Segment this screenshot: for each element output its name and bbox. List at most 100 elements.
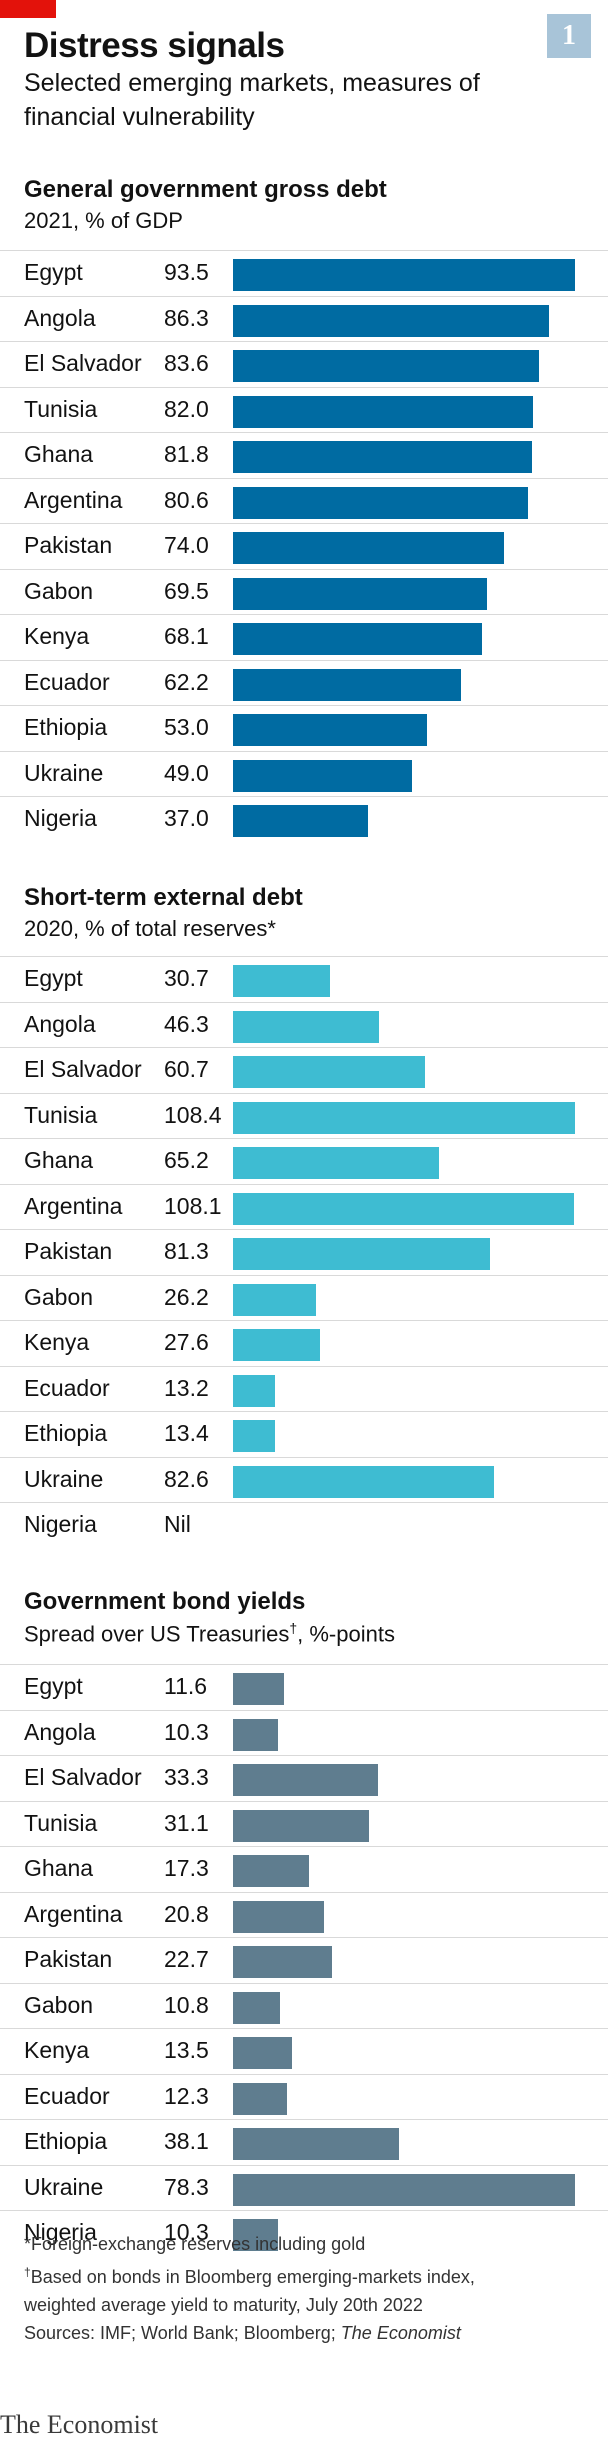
bar bbox=[233, 486, 528, 519]
category-label: Ethiopia bbox=[24, 714, 108, 740]
category-label: Ethiopia bbox=[24, 2128, 108, 2154]
category-label: Ecuador bbox=[24, 2082, 110, 2109]
category-label: Ecuador bbox=[24, 1374, 110, 1401]
category-label: El Salvador bbox=[24, 1764, 142, 1790]
data-label: 108.1 bbox=[164, 1192, 222, 1219]
bar bbox=[233, 532, 504, 564]
short-term-section-subtitle: 2020, % of total reserves* bbox=[24, 916, 276, 941]
bar-row: Kenya 27.6 bbox=[0, 1320, 608, 1361]
bar bbox=[233, 1809, 369, 1842]
category-label: Egypt bbox=[24, 965, 83, 991]
page-subtitle: Selected emerging markets, measures of f… bbox=[24, 69, 480, 131]
category-label: Ecuador bbox=[24, 668, 110, 695]
category-label: Pakistan bbox=[24, 1238, 113, 1264]
category-label: Ghana bbox=[24, 441, 94, 467]
data-label: 65.2 bbox=[164, 1147, 209, 1173]
data-label: 74.0 bbox=[164, 532, 209, 558]
bar-row: Egypt 30.7 bbox=[0, 956, 608, 997]
short-term-section-title: Short-term external debt bbox=[24, 884, 303, 911]
bar-row: Gabon 26.2 bbox=[0, 1274, 608, 1316]
bar bbox=[233, 1010, 380, 1043]
data-label: 78.3 bbox=[164, 2173, 209, 2200]
data-label: 27.6 bbox=[164, 1329, 209, 1355]
bar-row: Ethiopia 13.4 bbox=[0, 1411, 608, 1452]
data-label: 81.8 bbox=[164, 441, 209, 467]
bar bbox=[233, 304, 549, 337]
chart-number-badge: 1 bbox=[547, 14, 591, 58]
bar-row: El Salvador 33.3 bbox=[0, 1755, 608, 1796]
debt-section-title: General government gross debt bbox=[24, 176, 387, 203]
bar-row: Tunisia 31.1 bbox=[0, 1800, 608, 1842]
bar bbox=[233, 1900, 324, 1933]
bar-row: Ghana 81.8 bbox=[0, 432, 608, 473]
category-label: Ethiopia bbox=[24, 1420, 108, 1446]
dagger-mark: † bbox=[24, 2265, 31, 2279]
category-label: Kenya bbox=[24, 2037, 90, 2063]
bar-row: Pakistan 81.3 bbox=[0, 1229, 608, 1270]
data-label: 11.6 bbox=[164, 1673, 208, 1699]
bar-row: Kenya 68.1 bbox=[0, 614, 608, 655]
category-label: Gabon bbox=[24, 1991, 94, 2018]
category-label: El Salvador bbox=[24, 1056, 142, 1082]
bar bbox=[233, 1192, 575, 1225]
category-label: Tunisia bbox=[24, 1809, 98, 1836]
sources-text: Sources: IMF; World Bank; Bloomberg; bbox=[24, 2323, 341, 2343]
dagger-mark: † bbox=[289, 1620, 298, 1636]
data-label: 13.4 bbox=[164, 1420, 209, 1446]
bar bbox=[233, 2037, 292, 2069]
bar bbox=[233, 1056, 425, 1088]
data-label: 46.3 bbox=[164, 1010, 209, 1037]
bar-row: Angola 10.3 bbox=[0, 1709, 608, 1751]
sources: Sources: IMF; World Bank; Bloomberg; The… bbox=[24, 2319, 475, 2347]
bar bbox=[233, 1238, 490, 1270]
bar bbox=[233, 1420, 276, 1452]
data-label: 69.5 bbox=[164, 577, 209, 604]
bar bbox=[233, 805, 369, 837]
data-label: 38.1 bbox=[164, 2128, 209, 2154]
category-label: Tunisia bbox=[24, 395, 98, 422]
category-label: Nigeria bbox=[24, 1511, 97, 1537]
data-label: 30.7 bbox=[164, 965, 209, 991]
bar bbox=[233, 1329, 321, 1361]
category-label: Angola bbox=[24, 1718, 96, 1745]
bar bbox=[233, 441, 533, 473]
category-label: Argentina bbox=[24, 1900, 123, 1927]
category-label: Ukraine bbox=[24, 2173, 104, 2200]
bar-row: Argentina 108.1 bbox=[0, 1183, 608, 1225]
category-label: Ghana bbox=[24, 1855, 94, 1881]
bar-row: Ukraine 78.3 bbox=[0, 2164, 608, 2206]
bar-row: Ecuador 62.2 bbox=[0, 659, 608, 701]
bar-row: Ghana 65.2 bbox=[0, 1138, 608, 1179]
footnote-reserves: *Foreign-exchange reserves including gol… bbox=[24, 2234, 366, 2254]
category-label: Nigeria bbox=[24, 2219, 97, 2245]
bar bbox=[233, 1465, 494, 1498]
bar bbox=[233, 1718, 278, 1751]
bar bbox=[233, 1764, 379, 1796]
data-label: 37.0 bbox=[164, 805, 209, 831]
bar bbox=[233, 2128, 400, 2160]
category-label: Argentina bbox=[24, 1192, 123, 1219]
category-label: Angola bbox=[24, 304, 96, 331]
category-label: Angola bbox=[24, 1010, 96, 1037]
category-label: Egypt bbox=[24, 1673, 83, 1699]
data-label: 12.3 bbox=[164, 2082, 209, 2109]
data-label: 17.3 bbox=[164, 1855, 209, 1881]
data-label: 62.2 bbox=[164, 668, 209, 695]
category-label: Ukraine bbox=[24, 1465, 104, 1492]
category-label: Egypt bbox=[24, 259, 83, 285]
data-label: 80.6 bbox=[164, 486, 209, 513]
bar bbox=[233, 623, 483, 655]
bar-row: Angola 86.3 bbox=[0, 295, 608, 337]
category-label: Ghana bbox=[24, 1147, 94, 1173]
data-label: 20.8 bbox=[164, 1900, 209, 1927]
bar-row: Ukraine 49.0 bbox=[0, 750, 608, 792]
category-label: Kenya bbox=[24, 623, 90, 649]
footnote-bonds: †Based on bonds in Bloomberg emerging-ma… bbox=[24, 2258, 475, 2291]
data-label: 82.6 bbox=[164, 1465, 209, 1492]
bar bbox=[233, 965, 330, 997]
data-label: 81.3 bbox=[164, 1238, 209, 1264]
data-label: 53.0 bbox=[164, 714, 209, 740]
data-label: 108.4 bbox=[164, 1101, 222, 1128]
data-label: 49.0 bbox=[164, 759, 209, 786]
bond-subtitle-tail: , %-points bbox=[297, 1621, 395, 1647]
